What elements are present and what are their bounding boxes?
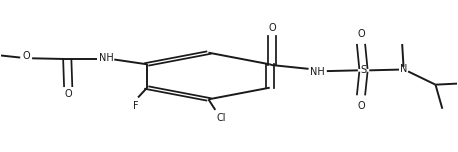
- Text: Cl: Cl: [216, 113, 225, 123]
- Text: O: O: [22, 51, 30, 61]
- Text: O: O: [268, 23, 276, 33]
- Text: N: N: [400, 64, 407, 74]
- Text: NH: NH: [98, 53, 114, 63]
- Text: S: S: [360, 65, 366, 75]
- Text: NH: NH: [311, 67, 325, 77]
- Text: O: O: [357, 29, 365, 39]
- Text: O: O: [65, 89, 72, 99]
- Text: O: O: [357, 101, 365, 111]
- Text: F: F: [133, 101, 139, 111]
